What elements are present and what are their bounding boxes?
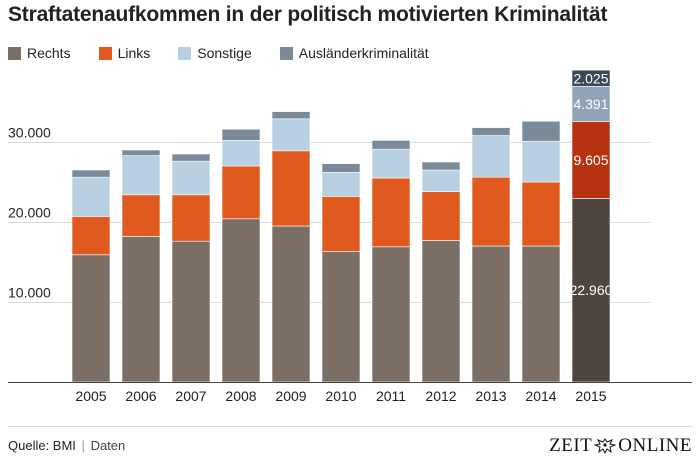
bar-segment-rechts <box>521 245 561 383</box>
x-tick-label: 2008 <box>225 388 256 404</box>
source-separator: | <box>81 438 85 453</box>
legend-label-auslaender: Ausländerkriminalität <box>298 45 429 61</box>
bar-segment-rechts <box>221 218 261 383</box>
data-label: 4.391 <box>573 96 608 112</box>
bar-segment-rechts <box>121 236 161 383</box>
x-tick-label: 2014 <box>525 388 556 404</box>
bar-segment-rechts <box>371 246 411 383</box>
y-tick-label: 20.000 <box>8 205 51 221</box>
legend: Rechts Links Sonstige Ausländerkriminali… <box>8 44 457 62</box>
data-labels: 22.960 9.605 4.391 2.025 <box>570 70 613 298</box>
bar-segment-auslaender <box>171 153 211 162</box>
bar-segment-sonstige <box>371 148 411 179</box>
legend-item-rechts: Rechts <box>8 45 71 61</box>
legend-swatch-auslaender <box>279 46 293 60</box>
bar-segment-sonstige <box>171 160 211 196</box>
x-tick-label: 2006 <box>125 388 156 404</box>
bar-segment-auslaender <box>321 163 361 173</box>
legend-swatch-links <box>98 46 112 60</box>
bar-segment-rechts <box>71 254 111 383</box>
bar-segment-sonstige <box>521 140 561 183</box>
legend-item-links: Links <box>98 45 151 61</box>
bar-segment-auslaender <box>271 111 311 120</box>
eagle-icon <box>594 438 617 455</box>
logo-text-online: ONLINE <box>618 435 692 456</box>
bar-segment-auslaender <box>121 149 161 156</box>
bar-segment-auslaender <box>71 169 111 178</box>
x-tick-label: 2013 <box>475 388 506 404</box>
bar-segment-links <box>521 181 561 247</box>
y-tick-label: 30.000 <box>8 125 51 141</box>
legend-item-auslaender: Ausländerkriminalität <box>279 45 429 61</box>
legend-item-sonstige: Sonstige <box>178 45 252 61</box>
legend-swatch-sonstige <box>178 46 192 60</box>
bar-segment-auslaender <box>421 161 461 171</box>
x-tick-label: 2011 <box>376 388 406 404</box>
bar-segment-links <box>171 194 211 242</box>
bar-segment-auslaender <box>471 127 511 136</box>
bar-segment-sonstige <box>271 118 311 152</box>
legend-label-rechts: Rechts <box>27 45 71 61</box>
zeit-online-logo[interactable]: ZEIT ONLINE <box>549 435 692 457</box>
bar-segment-rechts <box>271 225 311 383</box>
x-tick-label: 2005 <box>75 388 106 404</box>
footer-divider <box>8 426 692 427</box>
legend-label-sonstige: Sonstige <box>197 45 252 61</box>
data-label: 22.960 <box>570 282 613 298</box>
x-tick-label: 2009 <box>275 388 306 404</box>
x-tick-label: 2012 <box>425 388 456 404</box>
bar-segment-links <box>421 191 461 241</box>
bar-segment-rechts <box>321 251 361 383</box>
bar-segment-sonstige <box>71 176 111 217</box>
bar-segment-auslaender <box>521 120 561 142</box>
x-tick-label: 2010 <box>325 388 356 404</box>
logo-text-zeit: ZEIT <box>549 435 593 456</box>
bar-segment-auslaender <box>221 128 261 141</box>
legend-label-links: Links <box>117 45 151 61</box>
bar-segment-rechts <box>171 240 211 383</box>
bars <box>71 69 611 383</box>
bar-segment-sonstige <box>321 172 361 197</box>
bar-segment-links <box>321 196 361 252</box>
axes: 10.000 20.000 30.000 2005 2006 2007 2008 2009 20… <box>8 125 692 404</box>
bar-segment-links <box>271 150 311 227</box>
data-link[interactable]: Daten <box>90 438 126 453</box>
bar-segment-links <box>71 216 111 256</box>
chart-title: Straftatenaufkommen in der politisch mot… <box>8 3 608 26</box>
data-label: 9.605 <box>573 152 608 168</box>
bar-segment-auslaender <box>571 69 611 87</box>
y-tick-label: 10.000 <box>8 285 51 301</box>
bar-segment-links <box>471 176 511 247</box>
bar-segment-sonstige <box>421 169 461 192</box>
bar-segment-links <box>121 194 161 237</box>
bar-segment-rechts <box>421 240 461 383</box>
bar-segment-links <box>371 177 411 248</box>
legend-swatch-rechts <box>8 46 21 60</box>
bar-segment-links <box>221 165 261 220</box>
source-text: Quelle: BMI <box>8 438 76 453</box>
bar-segment-sonstige <box>221 140 261 167</box>
source-note: Quelle: BMI | Daten <box>8 438 125 453</box>
x-tick-label: 2007 <box>175 388 206 404</box>
bar-segment-auslaender <box>371 140 411 150</box>
bar-segment-sonstige <box>121 155 161 196</box>
bar-segment-rechts <box>471 245 511 383</box>
x-tick-label: 2015 <box>575 388 606 404</box>
bar-segment-sonstige <box>471 135 511 178</box>
data-label: 2.025 <box>573 70 608 86</box>
